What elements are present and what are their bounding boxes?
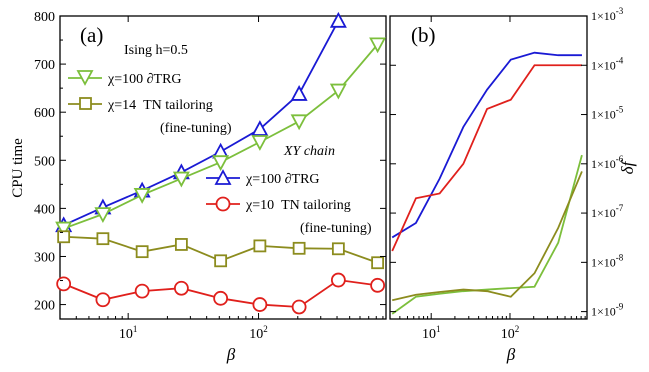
- legend-xy-finetuning: (fine-tuning): [300, 221, 372, 236]
- legend-xy-dtrg-marker: [214, 169, 232, 185]
- a-marker-triangle-down: [133, 188, 151, 204]
- a-ytick-label: 500: [34, 154, 55, 169]
- a-marker-triangle-down: [172, 171, 190, 188]
- a-ytick-label: 600: [34, 106, 55, 121]
- a-ytick-label: 700: [34, 58, 55, 73]
- b-xtick-label: 102: [501, 324, 520, 342]
- legend-xy-dtrg: χ=100 ∂TRG: [206, 169, 320, 187]
- legend-xy-tailoring-label: χ=10 TN tailoring: [245, 198, 351, 213]
- legend-xy-title: XY chain: [283, 144, 335, 159]
- legend-xy-tailoring: χ=10 TN tailoring: [206, 196, 351, 213]
- a-marker-circle: [134, 283, 150, 299]
- panel-b-series: [391, 51, 583, 315]
- a-marker-square: [292, 241, 306, 255]
- legend-ising-dtrg: χ=100 ∂TRG: [68, 70, 182, 87]
- panel-a-ylabel: CPU time: [10, 138, 26, 198]
- panel-b-ticks: 1×10-9 1×10-8 1×10-7 1×10-6 1×10-5 1×10-4 1×10…: [389, 6, 624, 342]
- a-marker-triangle-down: [251, 135, 269, 151]
- b-series-line-3: [392, 171, 583, 302]
- a-marker-square: [174, 238, 188, 251]
- a-marker-triangle-down: [55, 221, 73, 238]
- a-xtick-label: 102: [249, 324, 268, 342]
- b-ytick-label: 1×10-6: [591, 154, 624, 171]
- a-marker-square: [253, 239, 267, 253]
- a-ytick-label: 400: [34, 202, 55, 217]
- a-marker-circle: [173, 280, 189, 296]
- a-marker-circle: [370, 277, 386, 293]
- a-marker-triangle-down: [94, 207, 112, 224]
- b-ytick-label: 1×10-9: [591, 302, 624, 319]
- legend-ising-dtrg-label: χ=100 ∂TRG: [107, 72, 182, 87]
- panel-b-frame: [389, 15, 588, 320]
- b-ytick-label: 1×10-4: [591, 55, 624, 72]
- legend-ising-tailoring: χ=14 TN tailoring: [68, 97, 213, 113]
- panel-a-xlabel: β: [226, 345, 236, 364]
- a-marker-circle: [213, 290, 229, 306]
- b-series-line-2: [391, 154, 583, 315]
- legend-xy-dtrg-label: χ=100 ∂TRG: [245, 172, 320, 187]
- legend-ising-title: Ising h=0.5: [124, 43, 188, 58]
- b-ytick-label: 1×10-7: [591, 203, 624, 220]
- a-ytick-label: 800: [34, 10, 55, 25]
- legend-ising-dtrg-marker: [76, 70, 94, 86]
- a-ytick-label: 200: [34, 299, 55, 314]
- a-ytick-label: 300: [34, 250, 55, 265]
- a-marker-circle: [291, 299, 307, 315]
- legend-ising-tailoring-label: χ=14 TN tailoring: [107, 98, 213, 113]
- panel-b: (b) 1×10-9 1×10-8 1×10-7 1×10-6 1×10-5 1×10-4…: [389, 6, 637, 364]
- legend-xy-tailoring-marker: [215, 196, 231, 212]
- a-marker-triangle-down: [212, 155, 230, 172]
- a-marker-circle: [330, 272, 346, 288]
- a-marker-square: [214, 254, 228, 268]
- a-marker-triangle-down: [329, 83, 347, 100]
- a-marker-triangle-up: [290, 85, 308, 101]
- b-ytick-label: 1×10-3: [591, 6, 624, 23]
- legend-ising-finetuning: (fine-tuning): [160, 121, 232, 136]
- panel-a-label: (a): [80, 23, 103, 47]
- a-marker-square: [96, 232, 110, 246]
- a-marker-square: [331, 242, 345, 256]
- a-marker-square: [135, 245, 149, 259]
- a-marker-circle: [252, 297, 268, 312]
- b-xtick-label: 101: [422, 324, 441, 342]
- panel-a-series: [55, 11, 387, 315]
- a-marker-triangle-up: [329, 11, 347, 28]
- panel-b-ylabel: δf: [618, 159, 637, 174]
- legend-ising-tailoring-marker: [79, 97, 92, 110]
- panel-b-xlabel: β: [506, 345, 516, 364]
- a-xtick-label: 101: [119, 324, 138, 342]
- panel-a-frame: [59, 15, 387, 320]
- b-ytick-label: 1×10-5: [591, 105, 624, 122]
- a-marker-square: [371, 256, 385, 270]
- b-series-line-1: [391, 64, 582, 252]
- b-ytick-label: 1×10-8: [591, 252, 624, 269]
- panel-a: (a) 200 300 400 500 600 700 800 101 102 Ising h=…: [10, 10, 387, 364]
- a-marker-square: [57, 230, 71, 244]
- b-series-line-0: [391, 51, 582, 239]
- panel-a-ticks: 200 300 400 500 600 700 800 101 102: [34, 10, 386, 342]
- a-marker-triangle-down: [290, 114, 308, 131]
- a-marker-circle: [56, 276, 72, 292]
- a-marker-triangle-down: [369, 37, 387, 54]
- panel-b-label: (b): [411, 23, 436, 47]
- a-marker-circle: [95, 292, 111, 308]
- a-marker-triangle-up: [251, 120, 269, 136]
